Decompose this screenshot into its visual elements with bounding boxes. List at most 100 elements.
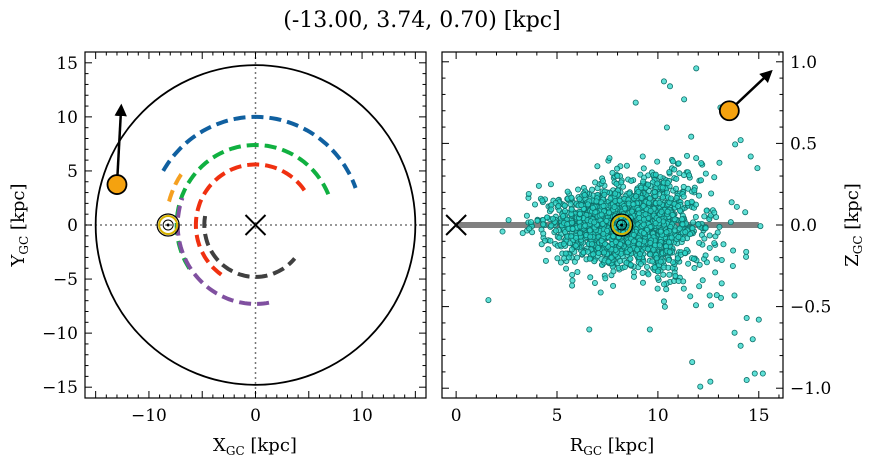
sample-star-point <box>569 277 576 284</box>
sample-star-point <box>659 184 666 191</box>
sample-star-point <box>696 239 703 246</box>
sample-star-point <box>548 206 555 213</box>
sample-star-point <box>697 177 704 184</box>
sample-star-point <box>743 377 750 384</box>
y-tick-label: 0.5 <box>790 134 817 154</box>
sample-star-point <box>685 260 692 267</box>
sample-star-point <box>669 158 676 165</box>
sample-star-point <box>743 315 750 322</box>
sample-star-point <box>568 246 575 253</box>
sample-star-point <box>630 238 637 245</box>
sample-star-point <box>584 248 591 255</box>
sample-star-point <box>638 194 645 201</box>
sample-star-point <box>696 261 703 268</box>
sample-star-point <box>646 195 653 202</box>
sample-star-point <box>665 239 672 246</box>
sample-star-point <box>654 274 661 281</box>
y-tick-label: −15 <box>42 378 78 398</box>
sample-star-point <box>661 303 668 310</box>
sample-star-point <box>562 208 569 215</box>
sample-star-point <box>552 227 559 234</box>
sample-star-point <box>548 222 555 229</box>
sample-star-point <box>637 261 644 268</box>
sample-star-point <box>574 269 581 276</box>
sample-star-point <box>599 178 606 185</box>
sample-star-point <box>693 155 700 162</box>
sample-star-point <box>606 155 613 162</box>
sample-star-point <box>595 245 602 252</box>
y-tick-label: 0 <box>67 216 78 236</box>
sample-star-point <box>702 252 709 259</box>
sample-star-point <box>539 197 546 204</box>
sample-star-point <box>623 162 630 169</box>
star-position-marker <box>718 100 740 122</box>
sample-star-point <box>720 241 727 248</box>
sample-star-point <box>582 222 589 229</box>
sun-ring <box>611 215 632 235</box>
y-tick-label: 15 <box>56 54 78 74</box>
spiral-arm-6 <box>202 215 297 279</box>
sample-star-point <box>587 274 594 281</box>
sample-star-point <box>610 268 617 275</box>
sample-star-point <box>535 182 542 189</box>
sample-star-point <box>627 255 634 262</box>
sample-star-point <box>701 235 708 242</box>
y-tick-label: −10 <box>42 324 78 344</box>
spiral-arm-1 <box>161 114 358 189</box>
sample-star-point <box>668 234 675 241</box>
sample-star-point <box>730 247 737 254</box>
sample-star-point <box>708 190 715 197</box>
sample-star-point <box>569 219 576 226</box>
sample-star-point <box>560 213 567 220</box>
sample-star-point <box>612 190 619 197</box>
star-position-marker <box>106 174 128 195</box>
sample-star-point <box>645 181 652 188</box>
sample-star-point <box>716 159 723 166</box>
sample-star-point <box>729 262 736 269</box>
sample-star-point <box>680 193 687 200</box>
sun-inner-ring <box>162 219 174 231</box>
sample-star-point <box>672 185 679 192</box>
sample-star-point <box>628 177 635 184</box>
sample-star-point <box>647 251 654 258</box>
sample-star-point <box>718 256 725 263</box>
sample-star-point <box>666 271 673 278</box>
sample-star-point <box>569 282 576 289</box>
sample-star-point <box>584 201 591 208</box>
sample-star-point <box>635 241 642 248</box>
sample-star-point <box>683 152 690 159</box>
sample-star-point <box>554 255 561 262</box>
sample-star-point <box>606 209 613 216</box>
sample-star-point <box>576 210 583 217</box>
sample-star-point <box>597 289 604 296</box>
sample-star-point <box>656 199 663 206</box>
velocity-arrow <box>114 103 127 185</box>
sample-star-point <box>642 211 649 218</box>
y-tick-label: −5 <box>53 270 78 290</box>
galactic-center-marker <box>445 214 467 236</box>
sample-star-point <box>697 383 704 390</box>
sample-star-point <box>569 271 576 278</box>
sample-star-point <box>682 229 689 236</box>
sample-star-point <box>603 217 610 224</box>
sample-star-point <box>616 197 623 204</box>
sample-star-point <box>706 244 713 251</box>
sample-star-point <box>567 240 574 247</box>
sample-star-point <box>549 215 556 222</box>
y-tick-label: 0.0 <box>790 216 817 236</box>
sun-outer-ring <box>156 213 180 237</box>
sample-star-point <box>581 192 588 199</box>
sample-star-point <box>640 178 647 185</box>
sample-star-point <box>698 160 705 167</box>
sample-star-point <box>678 216 685 223</box>
sample-star-point <box>542 257 549 264</box>
sample-star-point <box>759 370 766 377</box>
sample-star-point <box>680 285 687 292</box>
sample-star-point <box>687 231 694 238</box>
sample-star-point <box>688 133 695 140</box>
sample-star-point <box>523 212 530 219</box>
sample-star-point <box>637 251 644 258</box>
sample-star-point <box>569 225 576 232</box>
sample-star-point <box>595 250 602 257</box>
